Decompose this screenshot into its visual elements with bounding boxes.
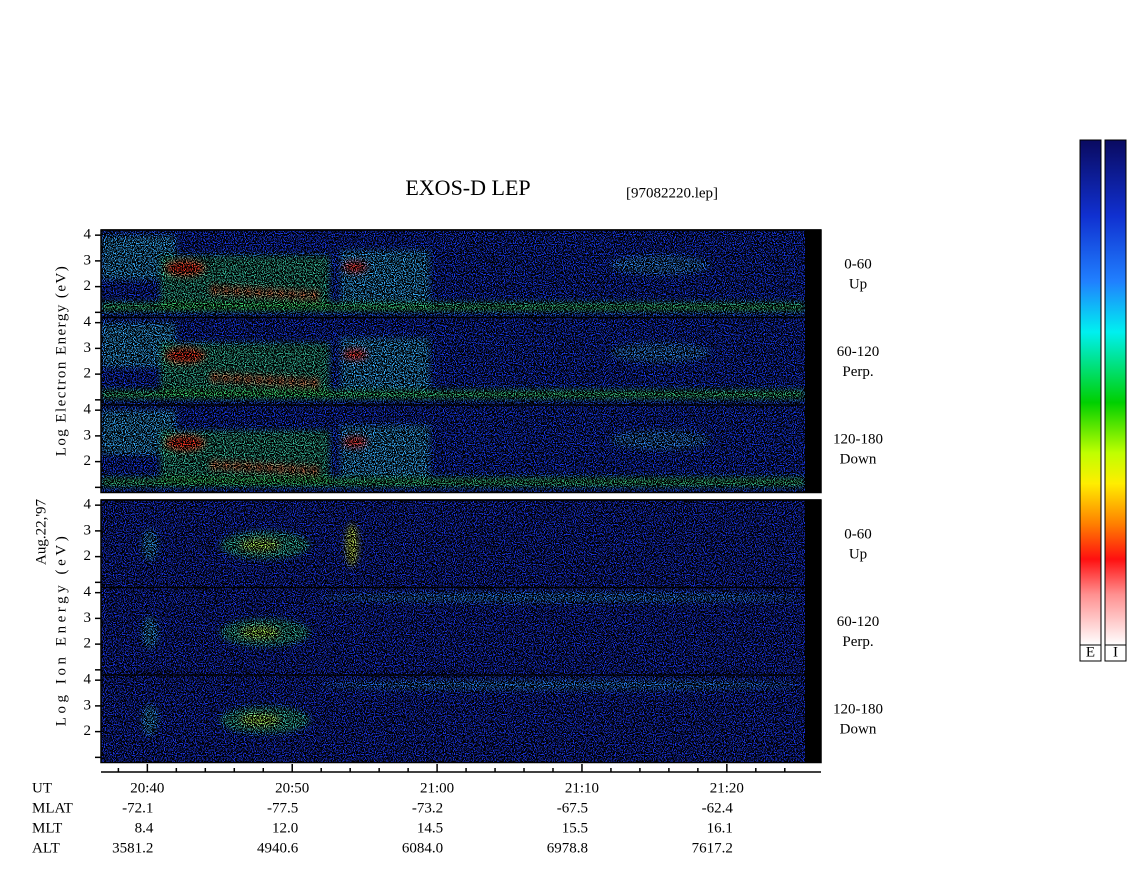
y-tick-label: 2 bbox=[84, 278, 92, 294]
y-tick-label: 3 bbox=[84, 252, 92, 268]
spectrogram-panel bbox=[101, 405, 805, 493]
ephemeris-row-label: ALT bbox=[32, 840, 60, 856]
speckle bbox=[101, 500, 805, 588]
y-tick-label: 3 bbox=[84, 340, 92, 356]
ephemeris-value: 14.5 bbox=[417, 820, 443, 836]
panel-label: 60-120 bbox=[837, 614, 880, 630]
y-axis-label: Log Electron Energy (eV) bbox=[53, 266, 69, 456]
x-tick-label: 21:00 bbox=[420, 780, 454, 796]
panel-sublabel: Perp. bbox=[842, 634, 873, 650]
x-tick-label: 20:40 bbox=[130, 780, 164, 796]
colorbars: E I bbox=[1079, 139, 1127, 662]
edge-strip bbox=[805, 405, 821, 493]
ephemeris-value: -62.4 bbox=[702, 800, 734, 816]
ephemeris-row-label: MLT bbox=[32, 820, 62, 836]
panel-label: 0-60 bbox=[844, 526, 872, 542]
ephemeris-value: 16.1 bbox=[707, 820, 733, 836]
panel-sublabel: Up bbox=[849, 546, 867, 562]
speckle bbox=[101, 587, 805, 675]
x-tick-label: 21:20 bbox=[710, 780, 744, 796]
ephemeris-value: 15.5 bbox=[562, 820, 588, 836]
colorbar-box bbox=[1079, 644, 1102, 662]
ephemeris-value: 6978.8 bbox=[547, 840, 588, 856]
panel-sublabel: Up bbox=[849, 276, 867, 292]
y-tick-label: 4 bbox=[84, 584, 92, 600]
ephemeris-value: -72.1 bbox=[122, 800, 153, 816]
colorbar-box bbox=[1104, 644, 1127, 662]
panel-sublabel: Down bbox=[840, 721, 877, 737]
spectrogram-panel bbox=[101, 230, 805, 318]
y-tick-label: 2 bbox=[84, 636, 92, 652]
y-tick-label: 2 bbox=[84, 453, 92, 469]
ephemeris-value: 8.4 bbox=[135, 820, 154, 836]
ephemeris-value: -77.5 bbox=[267, 800, 298, 816]
group-frame bbox=[100, 499, 822, 764]
date-label: Aug.22,'97 bbox=[33, 498, 49, 565]
speckle bbox=[101, 675, 805, 763]
subtitle: [97082220.lep] bbox=[626, 185, 718, 201]
ephemeris-row-label: MLAT bbox=[32, 800, 73, 816]
y-tick-label: 4 bbox=[84, 672, 92, 688]
y-axis-label: Log Ion Energy (eV) bbox=[53, 536, 69, 726]
panel-sublabel: Down bbox=[840, 451, 877, 467]
speckle bbox=[101, 317, 805, 405]
spectrogram-panel bbox=[101, 675, 805, 763]
colorbar-label: E bbox=[1086, 644, 1095, 660]
group-frame bbox=[100, 229, 822, 494]
colorbar-i bbox=[1104, 139, 1127, 646]
ephemeris-value: 12.0 bbox=[272, 820, 298, 836]
ephemeris-value: -73.2 bbox=[412, 800, 443, 816]
spectrogram-panel bbox=[101, 500, 805, 588]
panel-label: 120-180 bbox=[833, 701, 883, 717]
y-tick-label: 2 bbox=[84, 548, 92, 564]
spectrogram-panel bbox=[101, 317, 805, 405]
panel-label: 120-180 bbox=[833, 431, 883, 447]
y-tick-label: 2 bbox=[84, 366, 92, 382]
colorbar-label: I bbox=[1113, 644, 1118, 660]
y-tick-label: 4 bbox=[84, 497, 92, 513]
ephemeris-value: 4940.6 bbox=[257, 840, 299, 856]
x-tick-label: 20:50 bbox=[275, 780, 309, 796]
speckle bbox=[101, 405, 805, 493]
speckle bbox=[101, 230, 805, 318]
spectrogram-panel bbox=[101, 587, 805, 675]
ephemeris-value: 7617.2 bbox=[692, 840, 733, 856]
y-tick-label: 3 bbox=[84, 697, 92, 713]
y-tick-label: 2 bbox=[84, 723, 92, 739]
y-tick-label: 3 bbox=[84, 522, 92, 538]
panel-label: 60-120 bbox=[837, 344, 880, 360]
edge-strip bbox=[805, 675, 821, 763]
title: EXOS-D LEP bbox=[405, 175, 530, 200]
ephemeris-value: 3581.2 bbox=[112, 840, 153, 856]
edge-strip bbox=[805, 587, 821, 675]
ephemeris-value: 6084.0 bbox=[402, 840, 443, 856]
panel-label: 0-60 bbox=[844, 256, 872, 272]
panel-sublabel: Perp. bbox=[842, 364, 873, 380]
colorbar-e bbox=[1079, 139, 1102, 646]
y-tick-label: 4 bbox=[84, 314, 92, 330]
edge-strip bbox=[805, 230, 821, 318]
y-tick-label: 3 bbox=[84, 610, 92, 626]
edge-strip bbox=[805, 317, 821, 405]
y-tick-label: 3 bbox=[84, 427, 92, 443]
ephemeris-time-label: UT bbox=[32, 780, 52, 796]
y-tick-label: 4 bbox=[84, 402, 92, 418]
x-tick-label: 21:10 bbox=[565, 780, 599, 796]
ephemeris-value: -67.5 bbox=[557, 800, 588, 816]
edge-strip bbox=[805, 500, 821, 588]
y-tick-label: 4 bbox=[84, 227, 92, 243]
